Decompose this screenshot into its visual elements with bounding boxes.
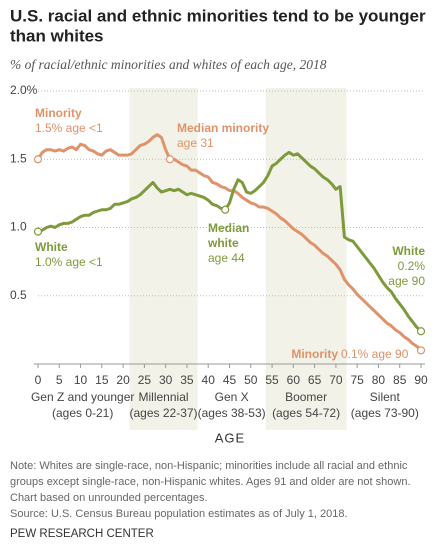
x-tick-label: 45 [223, 373, 237, 387]
note: Chart based on unrounded percentages. [10, 492, 208, 504]
x-tick-label: 85 [393, 373, 407, 387]
series-line [36, 133, 423, 352]
x-tick-label: 15 [95, 373, 109, 387]
x-tick-label: 20 [116, 373, 130, 387]
series-label: Minority [291, 347, 338, 361]
x-tick-label: 55 [265, 373, 279, 387]
annotation: age 31 [177, 136, 214, 150]
x-tick-label: 25 [138, 373, 152, 387]
x-tick-label: 5 [56, 373, 63, 387]
note: Note: Whites are single-race, non-Hispan… [10, 460, 408, 472]
x-tick-label: 35 [180, 373, 194, 387]
annotation: age 90 [388, 274, 425, 288]
point-marker [416, 327, 426, 336]
annotation: 1.5% age <1 [35, 121, 103, 135]
x-axis-label: AGE [215, 430, 245, 445]
series-label: White [392, 244, 425, 258]
y-tick-label: 1.0 [10, 220, 27, 234]
generation-name: Silent [370, 390, 401, 404]
credit: PEW RESEARCH CENTER [10, 528, 154, 540]
x-tick-label: 0 [35, 373, 42, 387]
generation-ages: (ages 22-37) [130, 406, 198, 420]
generation-band [265, 88, 347, 430]
generation-ages: (ages 54-72) [272, 406, 340, 420]
annotation: 1.0% age <1 [35, 255, 103, 269]
generation-name: Gen Z and younger [31, 390, 134, 404]
annotation: 0.1% age 90 [341, 347, 409, 361]
chart-title: than whites [10, 26, 104, 45]
note: groups except single-race, non-Hispanic … [10, 476, 411, 488]
x-tick-label: 75 [350, 373, 364, 387]
y-tick-label: 2.0% [10, 83, 38, 97]
x-tick-label: 50 [244, 373, 258, 387]
point-marker [33, 227, 43, 236]
y-tick-label: 0.5 [10, 288, 27, 302]
annotation: age 44 [208, 251, 245, 265]
annotation: white [207, 236, 239, 250]
x-tick-label: 70 [329, 373, 343, 387]
x-tick-label: 30 [159, 373, 173, 387]
x-tick-label: 65 [308, 373, 322, 387]
annotation: 0.2% [398, 259, 426, 273]
x-tick-label: 40 [202, 373, 216, 387]
series-label: Minority [35, 106, 82, 120]
series-label: White [35, 240, 68, 254]
point-marker [416, 346, 426, 355]
x-tick-label: 90 [414, 373, 428, 387]
point-marker [33, 155, 43, 164]
point-marker [221, 205, 230, 214]
generation-name: Gen X [215, 390, 249, 404]
chart-subtitle: % of racial/ethnic minorities and whites… [10, 57, 327, 72]
x-tick-label: 10 [74, 373, 88, 387]
x-tick-label: 80 [372, 373, 386, 387]
y-tick-label: 1.5 [10, 151, 27, 165]
source: Source: U.S. Census Bureau population es… [10, 508, 348, 520]
generation-ages: (ages 38-53) [198, 406, 266, 420]
annotation: Median [208, 221, 249, 235]
x-tick-label: 60 [287, 373, 301, 387]
generation-ages: (ages 73-90) [351, 406, 419, 420]
annotation: Median minority [177, 121, 269, 135]
generation-name: Millennial [139, 390, 189, 404]
generation-name: Boomer [285, 390, 327, 404]
point-marker [165, 155, 175, 164]
chart-title: U.S. racial and ethnic minorities tend t… [10, 6, 426, 25]
series-line [37, 150, 423, 333]
generation-ages: (ages 0-21) [52, 406, 113, 420]
